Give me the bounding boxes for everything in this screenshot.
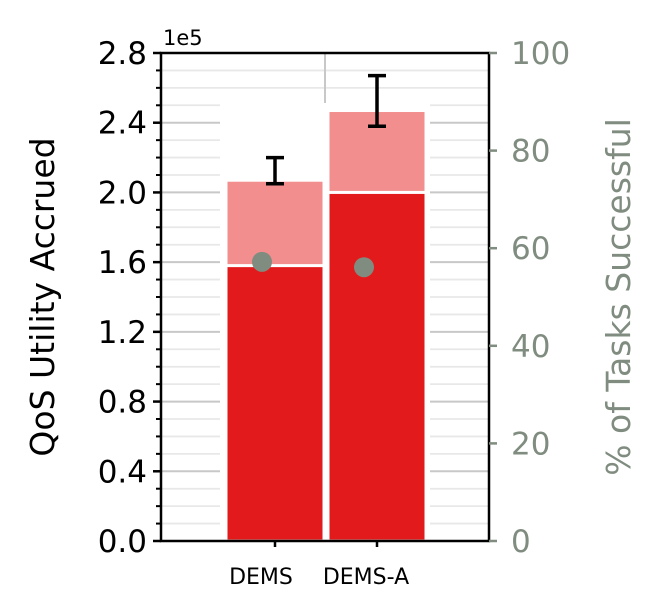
bar-base-dems-a: [326, 190, 428, 543]
y-tick-label: 2.0: [98, 175, 147, 211]
bars: [220, 103, 430, 543]
x-axis: DEMS DEMS-A: [229, 541, 409, 590]
x-tick-label: DEMS: [229, 565, 293, 590]
y2-tick-label: 40: [511, 329, 550, 365]
y-tick-label: 1.6: [98, 245, 147, 281]
y-tick-label: 2.8: [98, 36, 147, 72]
right-y-axis: 0 20 40 60 80 100: [489, 36, 570, 560]
x-tick-label: DEMS-A: [323, 565, 409, 590]
success-rate-dot: [252, 251, 272, 272]
y2-tick-label: 20: [511, 426, 550, 462]
y-multiplier-label: 1e5: [163, 26, 203, 50]
left-axis-title: QoS Utility Accrued: [23, 137, 62, 456]
bar-base-dems: [224, 264, 326, 543]
y-tick-label: 0.0: [98, 524, 147, 560]
success-rate-dot: [354, 257, 374, 278]
y-tick-label: 0.8: [98, 385, 147, 421]
right-axis-title: % of Tasks Successful: [599, 118, 638, 476]
y-tick-label: 1.2: [98, 315, 147, 351]
left-y-axis: 0.0 0.4 0.8 1.2 1.6 2.0 2.4 2.8: [98, 36, 161, 560]
y2-tick-label: 80: [511, 134, 550, 170]
y2-tick-label: 0: [511, 524, 531, 560]
y2-tick-label: 60: [511, 231, 550, 267]
y-tick-label: 2.4: [98, 106, 147, 142]
y-tick-label: 0.4: [98, 454, 147, 490]
success-rate-markers: [252, 251, 374, 278]
error-bars: [266, 73, 386, 186]
y2-tick-label: 100: [511, 36, 570, 72]
